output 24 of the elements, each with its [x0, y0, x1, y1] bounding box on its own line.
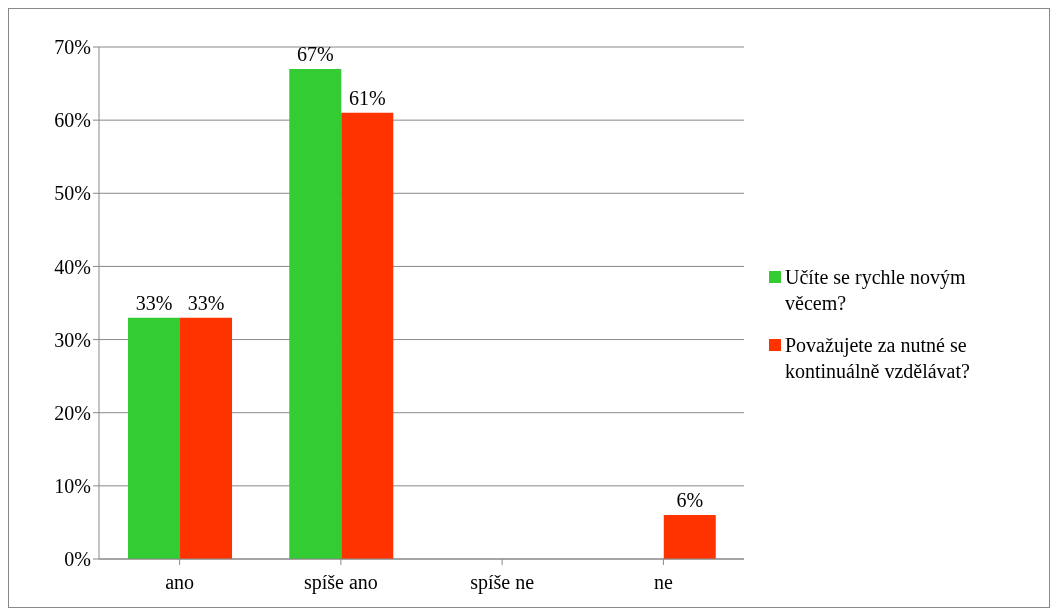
- y-tick-label: 70%: [54, 36, 91, 59]
- bar: [128, 317, 181, 559]
- legend-label: Považujete za nutné se kontinuálně vzdělávat?: [785, 333, 971, 384]
- bar: [180, 317, 233, 559]
- y-tick-label: 60%: [54, 109, 91, 132]
- data-label: 67%: [296, 42, 334, 65]
- legend-label: Učíte se rychle novým věcem?: [785, 265, 967, 316]
- y-tick-label: 30%: [54, 328, 91, 351]
- data-label: 33%: [135, 291, 173, 314]
- data-label: 61%: [348, 86, 386, 109]
- bar: [289, 68, 342, 559]
- data-label: 33%: [187, 291, 225, 314]
- x-tick-label: spíše ne: [470, 571, 535, 595]
- bar: [663, 515, 716, 559]
- x-tick-label: ne: [653, 571, 673, 594]
- data-label: 6%: [676, 489, 704, 512]
- y-tick-label: 0%: [64, 548, 91, 571]
- x-tick-label: spíše ano: [303, 571, 378, 595]
- y-tick-label: 20%: [54, 401, 91, 424]
- y-tick-label: 10%: [54, 474, 91, 497]
- bar: [341, 112, 394, 559]
- y-tick-label: 50%: [54, 182, 91, 205]
- y-tick-label: 40%: [54, 255, 91, 278]
- x-tick-label: ano: [165, 571, 195, 594]
